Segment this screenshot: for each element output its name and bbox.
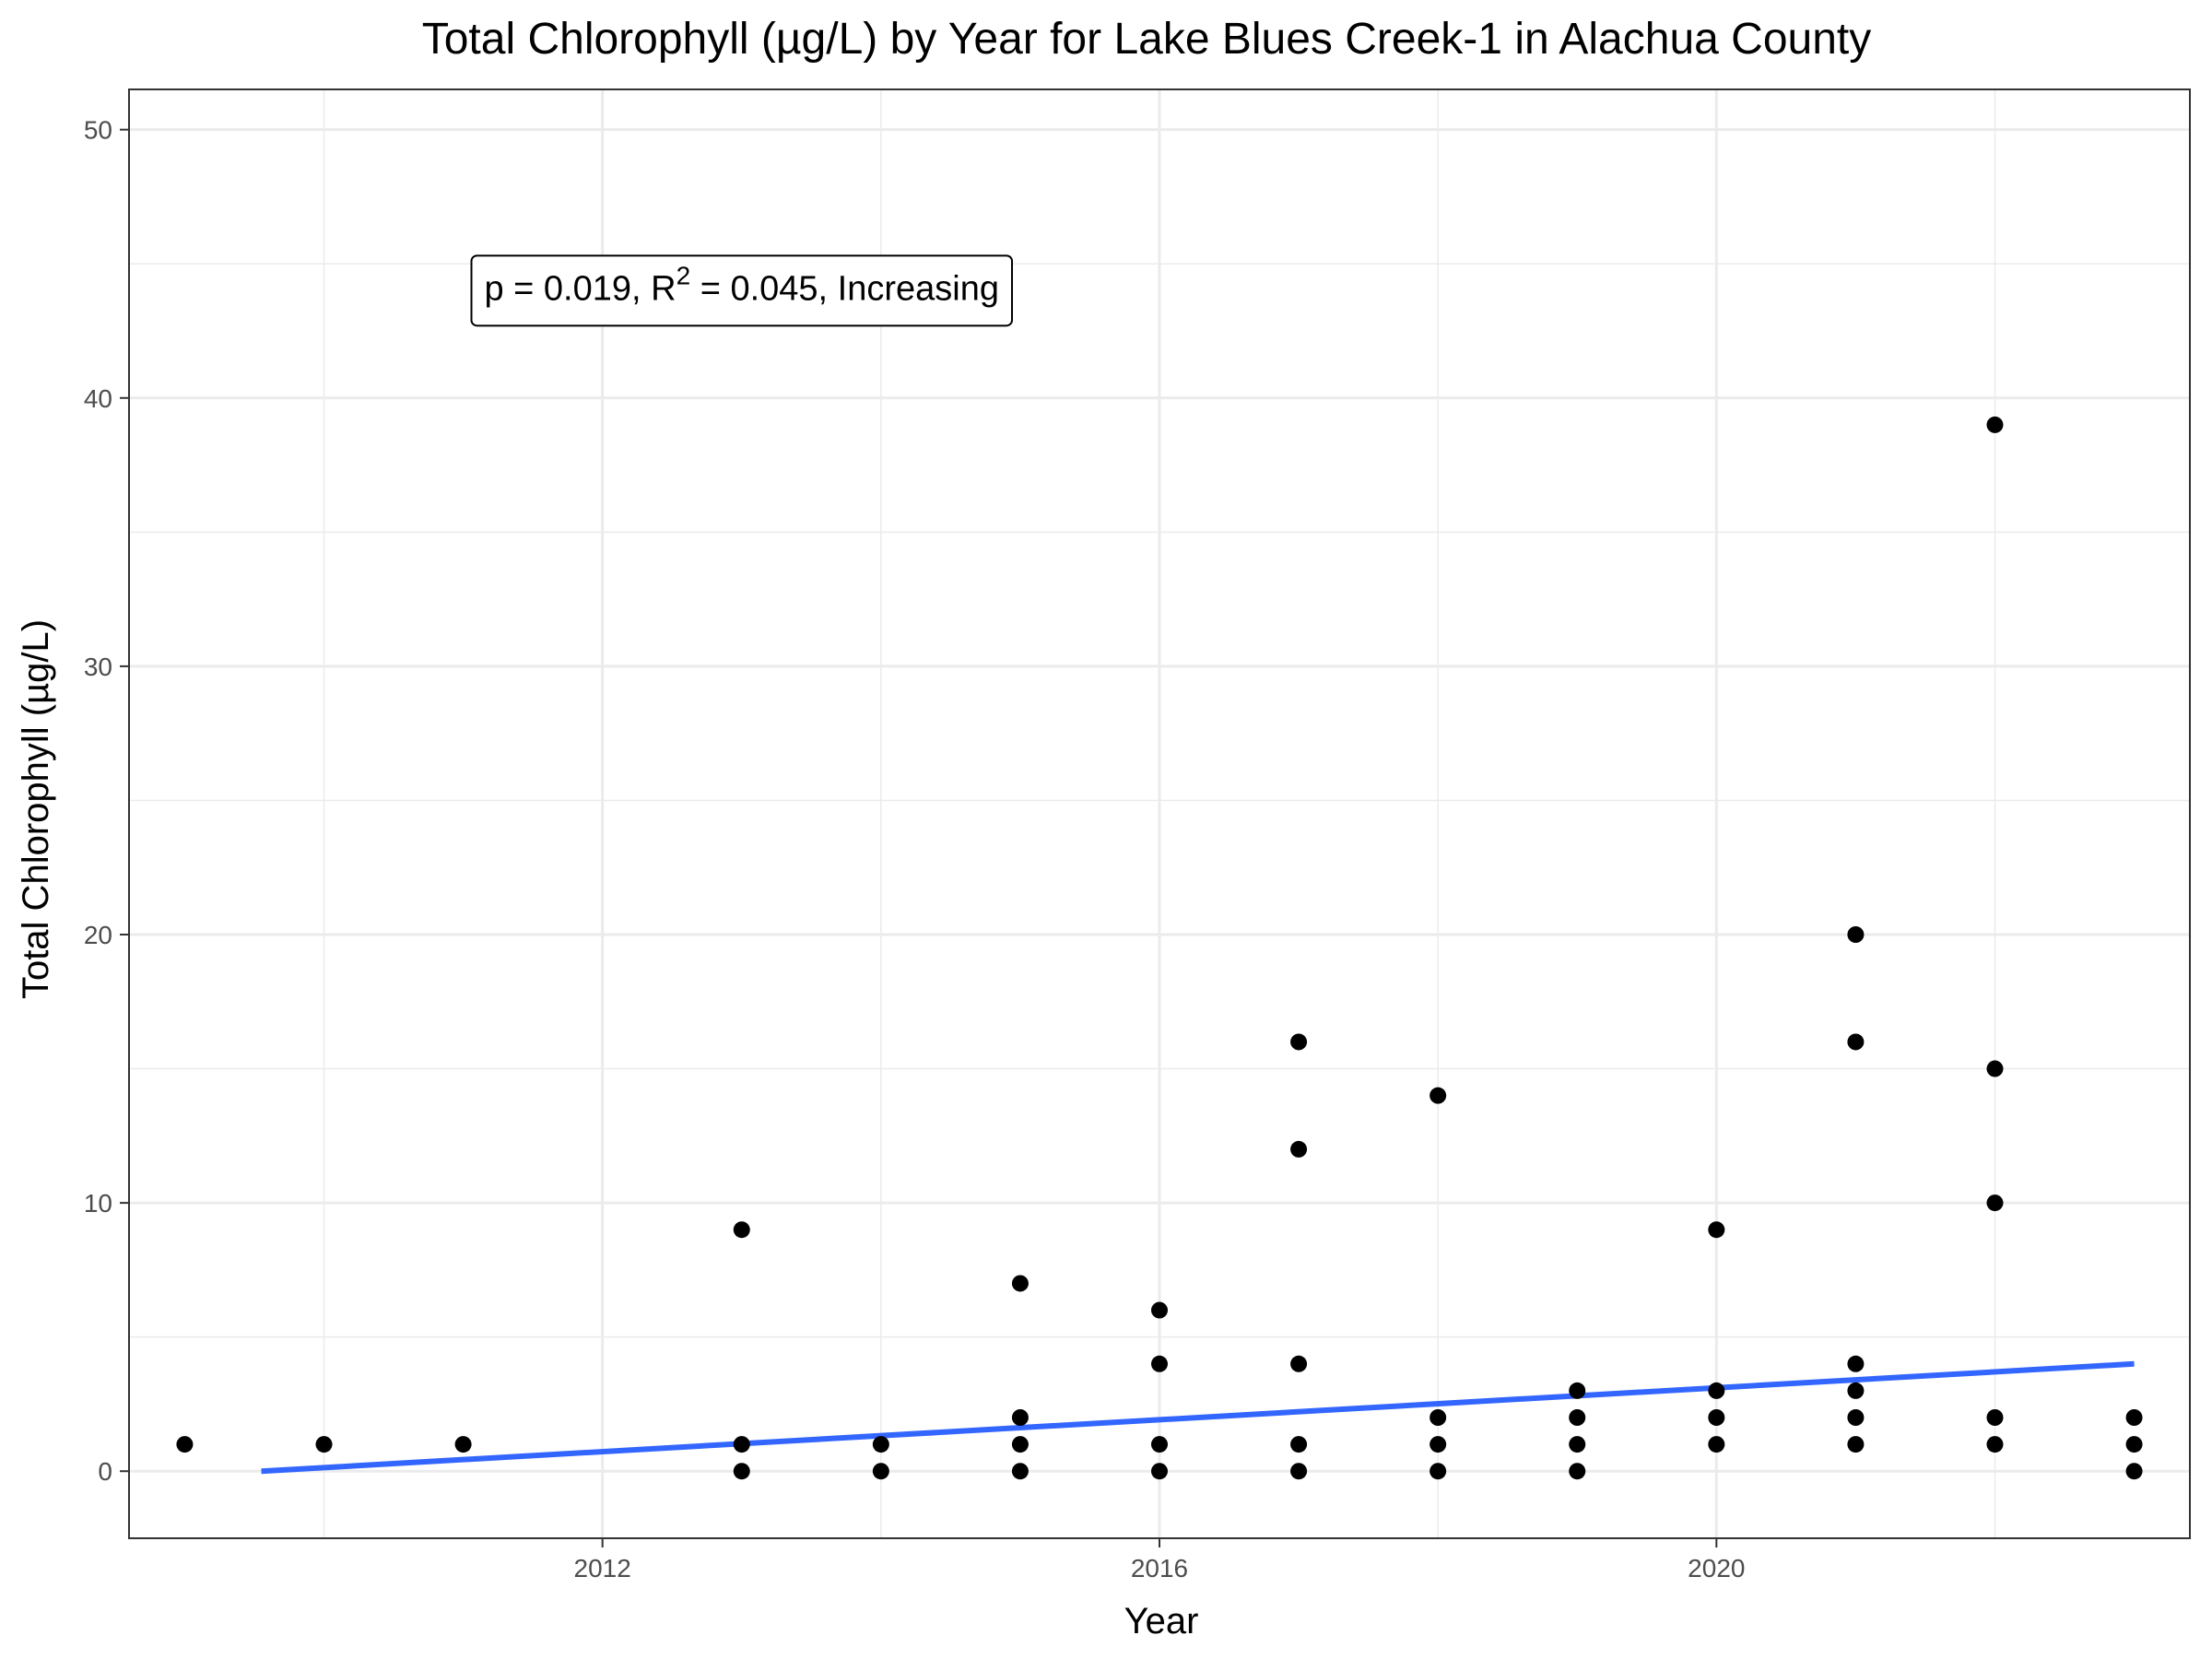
data-point (1569, 1409, 1586, 1426)
data-point (1290, 1140, 1308, 1158)
data-point (1430, 1436, 1447, 1453)
data-point (1708, 1409, 1725, 1426)
data-point (1847, 1033, 1865, 1051)
data-points (176, 416, 2143, 1480)
x-tick-label: 2016 (1131, 1554, 1188, 1583)
data-point (1151, 1301, 1168, 1319)
data-point (1290, 1463, 1308, 1480)
data-point (1290, 1436, 1308, 1453)
data-point (1847, 1355, 1865, 1372)
chart-title: Total Chlorophyll (µg/L) by Year for Lak… (422, 15, 1872, 64)
data-point (1847, 1409, 1865, 1426)
stats-annotation: p = 0.019, R2 = 0.045, Increasing (470, 254, 1014, 327)
data-point (176, 1436, 194, 1453)
data-point (1430, 1409, 1447, 1426)
trend-line-group (261, 1360, 2135, 1475)
annotation-text: p = 0.019, R2 = 0.045, Increasing (484, 262, 999, 309)
data-point (733, 1463, 750, 1480)
data-point (733, 1221, 750, 1239)
data-point (1011, 1436, 1029, 1453)
x-axis-ticks: 2012 2016 2020 (574, 1538, 1745, 1583)
annotation-text-main: p = 0.019, R (484, 269, 676, 308)
trend-line (261, 1360, 2135, 1475)
data-point (1290, 1355, 1308, 1372)
data-point (454, 1436, 472, 1453)
y-tick-label: 20 (84, 921, 112, 949)
data-point (315, 1436, 333, 1453)
x-axis-title: Year (1124, 1601, 1199, 1641)
annotation-text-rest: = 0.045, Increasing (690, 269, 999, 308)
x-tick-label: 2012 (574, 1554, 631, 1583)
data-point (2125, 1436, 2143, 1453)
y-tick-label: 50 (84, 116, 112, 145)
data-point (1569, 1436, 1586, 1453)
data-point (1708, 1382, 1725, 1399)
x-tick-label: 2020 (1688, 1554, 1745, 1583)
y-tick-label: 0 (98, 1457, 112, 1486)
data-point (1151, 1436, 1168, 1453)
y-axis-ticks: 0 10 20 30 40 50 (84, 116, 129, 1486)
data-point (1847, 926, 1865, 943)
annotation-superscript: 2 (677, 262, 691, 290)
data-point (1569, 1463, 1586, 1480)
annotation-box (470, 254, 1014, 327)
data-point (2125, 1463, 2143, 1480)
y-tick-label: 30 (84, 653, 112, 681)
y-axis-title: Total Chlorophyll (µg/L) (16, 619, 56, 999)
y-tick-label: 40 (84, 384, 112, 413)
data-point (1011, 1275, 1029, 1292)
data-point (1430, 1087, 1447, 1104)
data-point (1847, 1436, 1865, 1453)
data-point (1708, 1436, 1725, 1453)
data-point (1151, 1463, 1168, 1480)
data-point (872, 1463, 889, 1480)
data-point (1569, 1382, 1586, 1399)
data-point (733, 1436, 750, 1453)
y-tick-label: 10 (84, 1189, 112, 1218)
data-point (1290, 1033, 1308, 1051)
data-point (1011, 1409, 1029, 1426)
data-point (1986, 1060, 2004, 1077)
data-point (1430, 1463, 1447, 1480)
data-point (1011, 1463, 1029, 1480)
data-point (1986, 1436, 2004, 1453)
data-point (1151, 1355, 1168, 1372)
data-point (1847, 1382, 1865, 1399)
data-point (1986, 416, 2004, 433)
data-point (872, 1436, 889, 1453)
data-point (1708, 1221, 1725, 1239)
data-point (1986, 1194, 2004, 1212)
data-point (1986, 1409, 2004, 1426)
data-point (2125, 1409, 2143, 1426)
